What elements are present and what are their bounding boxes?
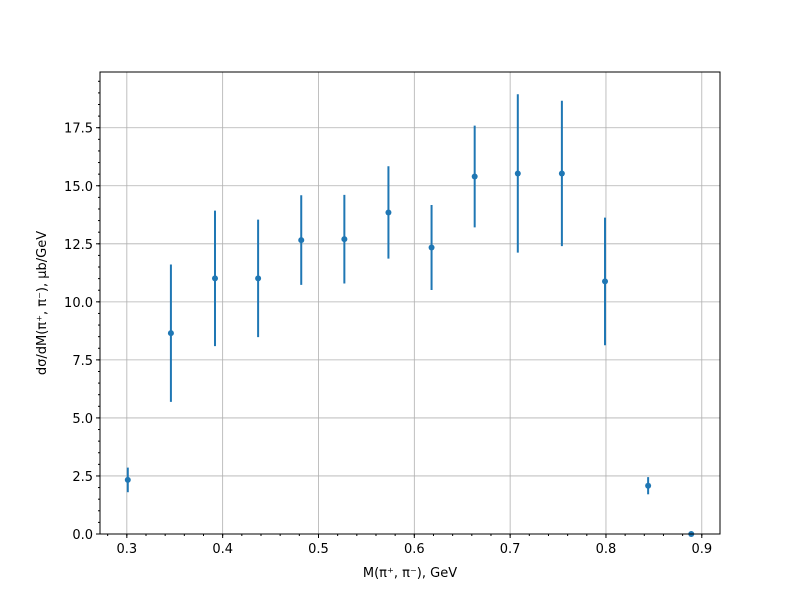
y-axis-label: dσ/dM(π⁺, π⁻), µb/GeV <box>35 231 50 375</box>
data-point <box>124 476 131 483</box>
data-point <box>602 278 609 285</box>
y-tick-label: 10.0 <box>64 296 93 311</box>
data-point <box>167 330 174 337</box>
axes-frame <box>99 71 721 535</box>
x-axis-label: M(π⁺, π⁻), GeV <box>363 566 457 581</box>
error-bars <box>126 94 650 495</box>
y-tick-label: 17.5 <box>64 122 93 137</box>
x-tick-label: 0.3 <box>116 542 137 557</box>
data-point <box>385 209 392 216</box>
x-tick-label: 0.9 <box>691 542 712 557</box>
x-tick-label: 0.5 <box>308 542 329 557</box>
x-tick-label: 0.8 <box>596 542 617 557</box>
data-points <box>124 170 695 537</box>
data-point <box>211 275 218 282</box>
y-tick-label: 12.5 <box>64 238 93 253</box>
y-tick-label: 15.0 <box>64 180 93 195</box>
x-tick-label: 0.7 <box>500 542 521 557</box>
y-tick-label: 2.5 <box>72 470 93 485</box>
x-axis-ticks: 0.3 0.4 0.5 0.6 0.7 0.8 0.9 <box>107 534 712 557</box>
x-tick-label: 0.4 <box>212 542 233 557</box>
data-point <box>645 482 652 489</box>
y-tick-label: 7.5 <box>72 354 93 369</box>
y-axis-ticks: 0.0 2.5 5.0 7.5 10.0 12.5 15.0 17.5 <box>64 80 100 543</box>
data-point <box>471 173 478 180</box>
data-point <box>558 170 565 177</box>
y-tick-label: 0.0 <box>72 528 93 543</box>
data-point <box>341 236 348 243</box>
data-point <box>428 244 435 251</box>
x-tick-label: 0.6 <box>404 542 425 557</box>
grid <box>100 72 720 535</box>
y-tick-label: 5.0 <box>72 412 93 427</box>
data-point <box>255 275 262 282</box>
data-point <box>514 170 521 177</box>
data-point <box>298 237 305 244</box>
